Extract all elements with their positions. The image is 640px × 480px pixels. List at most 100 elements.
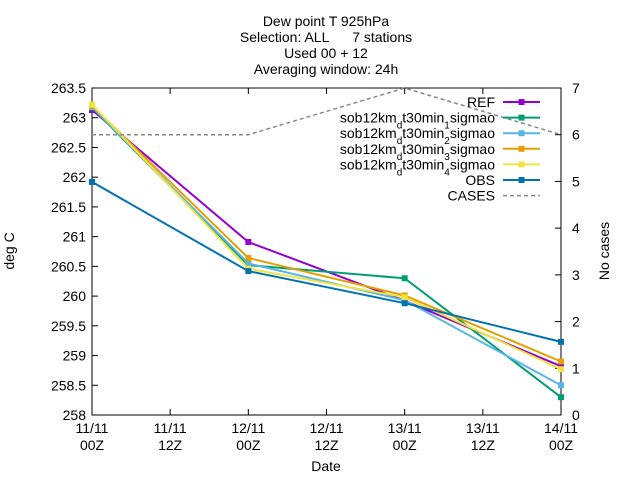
legend-label-part: t30min <box>402 125 444 141</box>
series-point-0 <box>245 238 252 245</box>
x-tick-label-hour: 12Z <box>158 437 183 453</box>
y-tick-label: 262.5 <box>51 139 86 155</box>
legend-label-part: d <box>397 120 403 131</box>
legend-label: sob12kmdt30min1sigmao <box>340 110 495 132</box>
x-tick-label-date: 11/11 <box>76 420 109 436</box>
legend-label-part: t30min <box>402 156 444 172</box>
series-point-5 <box>245 268 252 275</box>
series-point-4 <box>558 366 564 373</box>
y-tick-label: 263 <box>63 110 87 126</box>
x-tick-label-hour: 12Z <box>314 437 339 453</box>
series-point-4 <box>89 101 95 108</box>
legend-label: CASES <box>448 188 495 204</box>
x-tick-label-date: 12/11 <box>310 420 344 436</box>
legend-label-part: sigmao <box>450 125 495 141</box>
y-tick-label: 260 <box>63 288 87 304</box>
series-point-3 <box>245 255 252 262</box>
y-tick-label: 258 <box>63 407 87 423</box>
y2-axis-label: No cases <box>596 222 612 280</box>
series-line-3 <box>91 105 562 363</box>
y-tick-label: 259.5 <box>51 318 86 334</box>
series-point-1 <box>401 275 408 282</box>
legend-label-part: t30min <box>402 110 444 126</box>
y2-axis-ticks: 0 1 2 3 4 5 6 7 <box>555 80 580 423</box>
title-line: Used 00 + 12 <box>284 45 368 61</box>
x-tick-label-date: 12/11 <box>231 420 265 436</box>
legend-label-part: d <box>397 151 403 162</box>
series-point-1 <box>558 394 564 401</box>
series-point-5 <box>401 300 408 307</box>
x-tick-label-date: 13/11 <box>388 420 422 436</box>
legend-label-part: 1 <box>444 120 450 131</box>
series-point-2 <box>245 260 252 267</box>
series-line-4 <box>91 103 562 371</box>
legend-swatch-marker <box>518 161 525 168</box>
series-point-3 <box>558 358 564 365</box>
series <box>89 87 564 401</box>
legend-label: sob12kmdt30min3sigmao <box>340 141 495 163</box>
x-tick-label-hour: 12Z <box>471 437 496 453</box>
y2-tick-label: 7 <box>572 80 580 96</box>
x-axis-ticks: 11/1100Z11/1112Z12/1100Z12/1112Z13/1100Z… <box>76 88 578 453</box>
legend-label-part: sob12km <box>340 141 397 157</box>
legend-label: REF <box>467 94 495 110</box>
x-tick-label-hour: 00Z <box>80 437 105 453</box>
legend-label-part: sob12km <box>340 156 397 172</box>
x-tick-label-date: 13/11 <box>466 420 500 436</box>
legend-label-part: 4 <box>444 167 450 178</box>
series-point-4 <box>401 294 408 301</box>
legend-label-part: sob12km <box>340 110 397 126</box>
x-tick-label-hour: 00Z <box>393 437 418 453</box>
legend-label-part: sob12km <box>340 125 397 141</box>
y-tick-label: 261.5 <box>51 199 86 215</box>
y-tick-label: 260.5 <box>51 258 86 274</box>
y-tick-label: 259 <box>63 348 87 364</box>
series-line-2 <box>91 106 562 387</box>
legend-swatch-marker <box>518 99 525 105</box>
y-axis-label: deg C <box>1 232 17 269</box>
y-tick-label: 262 <box>63 169 87 185</box>
y-tick-label: 263.5 <box>51 80 86 96</box>
legend-swatch-marker <box>518 130 525 137</box>
y2-tick-label: 4 <box>572 220 580 236</box>
series-line-6 <box>92 87 562 136</box>
x-tick-label-hour: 00Z <box>549 437 574 453</box>
legend: REFsob12kmdt30min1sigmaosob12kmdt30min2s… <box>340 94 540 204</box>
title-line: Dew point T 925hPa <box>263 13 390 29</box>
legend-label-part: d <box>397 136 403 147</box>
legend-label: OBS <box>465 172 495 188</box>
series-line-5 <box>91 181 562 343</box>
series-point-2 <box>558 382 564 389</box>
legend-label: sob12kmdt30min2sigmao <box>340 125 495 147</box>
legend-swatch-marker <box>518 177 525 183</box>
y2-tick-label: 5 <box>572 173 580 189</box>
y2-tick-label: 3 <box>572 267 580 283</box>
series-point-5 <box>89 178 95 185</box>
legend-label-part: sigmao <box>450 141 495 157</box>
legend-label-part: t30min <box>402 141 444 157</box>
legend-label-part: 2 <box>444 136 450 147</box>
series-point-5 <box>558 338 564 345</box>
legend-swatch-marker <box>518 145 525 152</box>
x-tick-label-hour: 00Z <box>236 437 261 453</box>
y-tick-label: 261 <box>63 229 87 245</box>
y2-tick-label: 1 <box>572 360 580 376</box>
y2-tick-label: 0 <box>572 407 580 423</box>
y2-tick-label: 2 <box>572 314 580 330</box>
title-line: Selection: ALL 7 stations <box>240 29 412 45</box>
y-axis-ticks: 258 258.5 259 259.5 260 260.5 261 261.5 262 262.5… <box>51 80 98 423</box>
x-tick-label-date: 14/11 <box>544 420 578 436</box>
legend-label-part: sigmao <box>450 110 495 126</box>
legend-label-part: sigmao <box>450 156 495 172</box>
x-tick-label-date: 11/11 <box>154 420 187 436</box>
legend-label-part: 3 <box>444 151 450 162</box>
y2-tick-label: 6 <box>572 127 580 143</box>
x-axis-label: Date <box>311 458 341 474</box>
legend-label: sob12kmdt30min4sigmao <box>340 156 495 178</box>
y-tick-label: 258.5 <box>51 377 86 393</box>
title-line: Averaging window: 24h <box>254 61 399 77</box>
legend-label-part: d <box>397 167 403 178</box>
legend-swatch-marker <box>518 114 525 121</box>
